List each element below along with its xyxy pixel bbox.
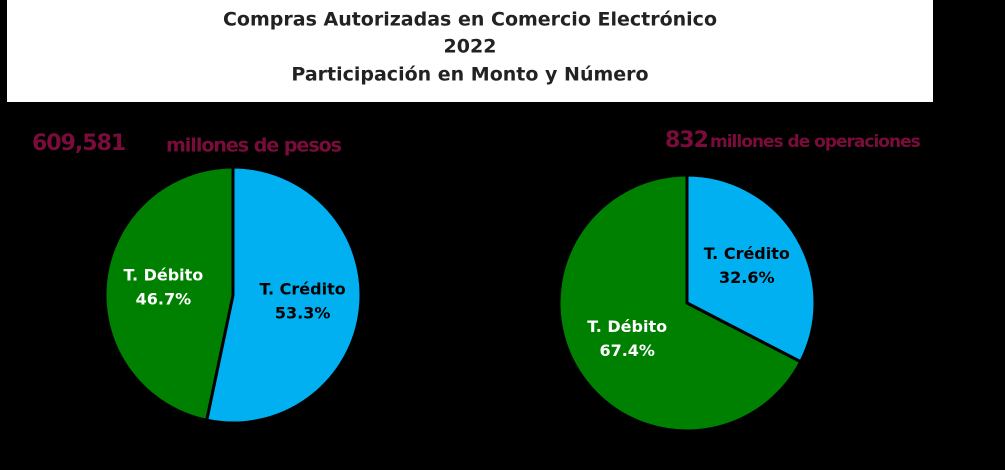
value-label: 32.6% xyxy=(719,268,775,287)
slice-label: T. Débito xyxy=(587,317,667,336)
title: 2022 xyxy=(444,36,497,58)
pie-slice xyxy=(103,165,235,423)
title: Participación en Monto y Número xyxy=(291,64,648,86)
value-label: 46.7% xyxy=(136,289,192,308)
total: 832 xyxy=(665,128,708,153)
pie-slice xyxy=(557,173,803,433)
slice-label: T. Crédito xyxy=(704,244,790,263)
title: Compras Autorizadas en Comercio Electrón… xyxy=(223,9,717,31)
pie-slice xyxy=(204,165,363,425)
title-box xyxy=(7,0,933,102)
value-label: 67.4% xyxy=(599,341,655,360)
unit: millones de operaciones xyxy=(710,132,921,152)
unit: millones de pesos xyxy=(166,135,342,157)
pie-slice xyxy=(685,173,817,364)
slice-label: T. Débito xyxy=(123,265,203,284)
value-label: 53.3% xyxy=(275,304,331,323)
slice-label: T. Crédito xyxy=(260,280,346,299)
total: 609,581 xyxy=(32,131,125,156)
